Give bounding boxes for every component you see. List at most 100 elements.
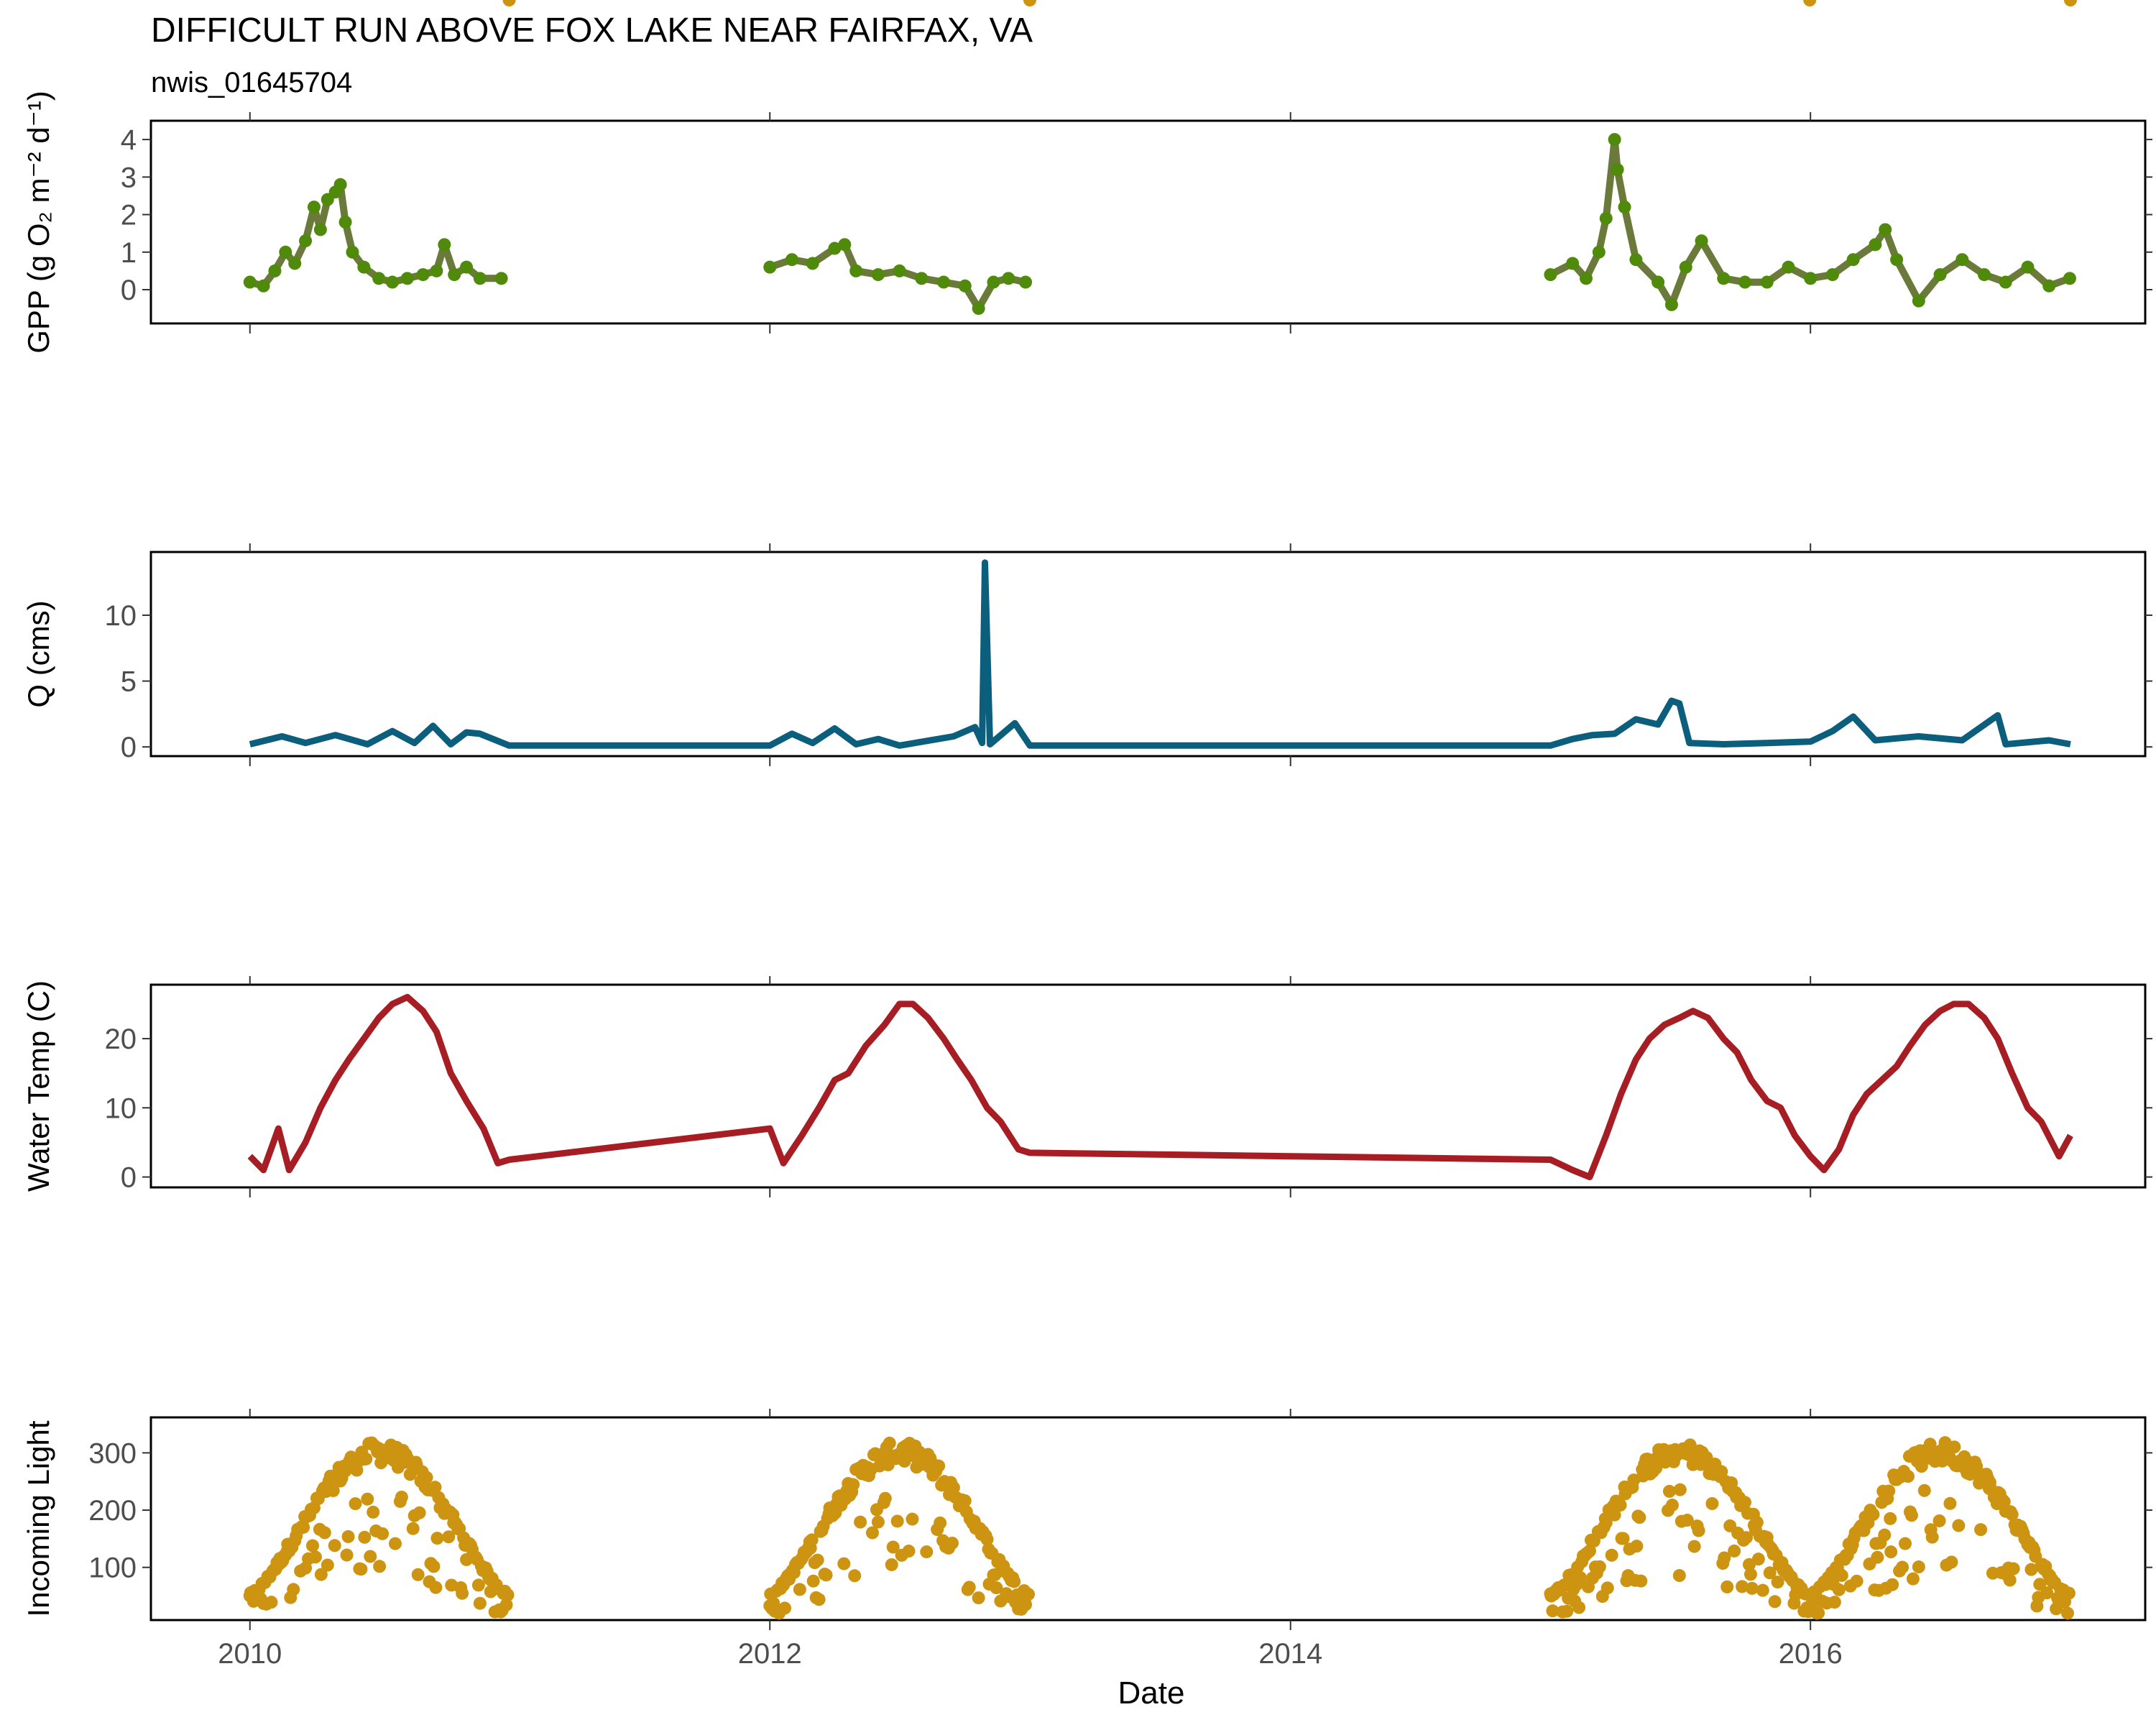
gpp-point [1664,298,1678,311]
light-point [871,1515,885,1529]
light-point [314,1568,328,1581]
light-point [318,1526,331,1540]
light-point [1878,1528,1892,1542]
light-point [885,1558,898,1571]
gpp-point [1933,268,1947,282]
light-point [1705,1496,1719,1510]
gpp-point [307,201,321,214]
gpp-point [385,275,399,289]
light-point [793,1583,806,1596]
light-point [1560,1604,1574,1618]
light-point [2005,1508,2019,1522]
gpp-point [257,279,270,293]
light-point [1756,1583,1769,1597]
light-point [1751,1552,1765,1566]
gpp-point [1695,234,1708,248]
light-point [430,1532,444,1545]
light-point [1832,1583,1846,1596]
light-point [1715,1465,1728,1478]
gpp-point [763,260,777,274]
gpp-point [1782,260,1795,274]
gpp-point [473,272,487,285]
light-point [1997,1495,2011,1509]
gpp-point [494,272,508,285]
light-point [361,1492,374,1506]
gpp-point [958,279,972,293]
light-point [1896,1560,1909,1574]
light-point [1608,1508,1621,1522]
light-point [1572,1601,1586,1614]
panel-border [149,119,2147,325]
y-tick-label: 3 [121,162,137,193]
light-point [1740,1531,1753,1545]
gpp-point [987,275,1000,289]
gpp-point [1566,257,1580,270]
light-point [890,1514,904,1528]
gpp-point [2042,279,2056,293]
light-point [1771,1576,1784,1589]
q-series-line [249,559,2071,749]
temp-series-line [247,993,2073,1181]
light-point [349,1497,362,1511]
light-point [1906,1572,1920,1586]
y-tick-label: 5 [121,666,137,698]
y-tick-label: 0 [121,732,137,763]
light-point [1932,1514,1946,1527]
gpp-point [1738,275,1752,289]
light-point [2003,1573,2017,1587]
light-point [980,1532,994,1546]
light-point [1866,1508,1880,1522]
light-point [2062,1586,2076,1600]
light-point [1901,1470,1915,1484]
light-point [1546,1604,1560,1618]
light-point [1687,1540,1701,1553]
light-point [1738,1496,1752,1509]
light-point [1593,1560,1606,1573]
light-point [1886,1578,1899,1591]
gpp-point [346,245,359,259]
light-point [1600,1581,1614,1595]
y-axis-label: Water Temp (C) [22,980,55,1192]
gpp-point [1978,268,1991,282]
light-point [1673,1483,1687,1496]
light-point [359,1452,373,1466]
light-point [411,1568,425,1581]
light-point [1023,0,1036,6]
gpp-point [1618,201,1631,214]
gpp-point [1760,275,1774,289]
gpp-point [313,223,327,236]
light-point [886,1540,900,1554]
light-point [429,1581,443,1594]
panel-1: 0 1 2 3 4 GPP (g O₂ m⁻² d⁻¹) [22,91,2152,354]
light-point [1917,1484,1931,1497]
light-point [1871,1550,1884,1564]
light-point [2060,1606,2074,1620]
y-tick-label: 0 [121,275,137,306]
light-point [1680,1514,1694,1527]
y-tick-label: 2 [121,200,137,231]
y-axis-label: Q (cms) [22,600,55,707]
light-point [428,1481,442,1494]
x-tick-label: 2016 [1779,1638,1843,1670]
light-point [778,1601,792,1615]
light-point [420,1471,433,1484]
light-point [1683,1438,1697,1452]
y-tick-label: 300 [88,1438,137,1469]
light-point [962,1581,976,1594]
y-tick-label: 4 [121,124,137,156]
light-point [2007,1562,2020,1576]
light-point [934,1516,947,1530]
light-point [1925,1530,1939,1544]
chart-subtitle: nwis_01645704 [151,67,352,98]
gpp-point [1912,294,1925,308]
light-point [1633,1511,1646,1524]
y-tick-label: 20 [105,1024,137,1055]
light-point [819,1568,833,1582]
light-point [932,1459,946,1473]
gpp-point [972,302,985,316]
light-point [473,1596,487,1610]
panel-border [149,983,2147,1189]
light-point [1945,1555,1958,1569]
light-point [2040,1586,2054,1600]
